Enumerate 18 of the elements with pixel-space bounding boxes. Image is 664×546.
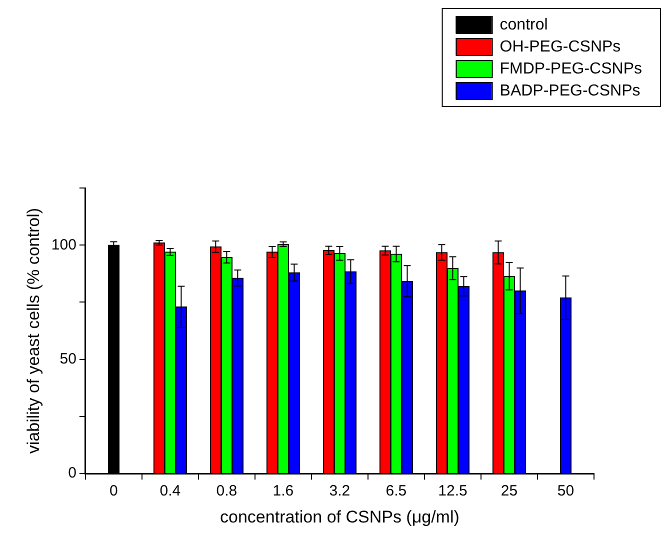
y-tick-label: 0 bbox=[68, 464, 76, 482]
y-tick-label: 100 bbox=[51, 236, 76, 254]
x-tick-label: 12.5 bbox=[438, 482, 468, 500]
x-tick-label: 0.4 bbox=[160, 482, 181, 500]
legend-label: FMDP-PEG-CSNPs bbox=[500, 60, 642, 78]
x-tick-label: 0 bbox=[110, 482, 118, 500]
x-tick-label: 3.2 bbox=[329, 482, 350, 500]
y-tick-label: 50 bbox=[60, 350, 76, 368]
x-tick-label: 6.5 bbox=[386, 482, 407, 500]
legend-label: control bbox=[500, 16, 548, 34]
x-axis-title: concentration of CSNPs (μg/ml) bbox=[220, 507, 460, 526]
x-tick-label: 1.6 bbox=[272, 482, 294, 500]
x-tick-label: 25 bbox=[500, 482, 518, 500]
legend-label: OH-PEG-CSNPs bbox=[500, 38, 621, 56]
legend-label: BADP-PEG-CSNPs bbox=[500, 82, 640, 100]
x-tick-label: 0.8 bbox=[216, 482, 238, 500]
x-tick-label: 50 bbox=[557, 482, 574, 500]
y-axis-title: viability of yeast cells (% control) bbox=[24, 208, 43, 454]
